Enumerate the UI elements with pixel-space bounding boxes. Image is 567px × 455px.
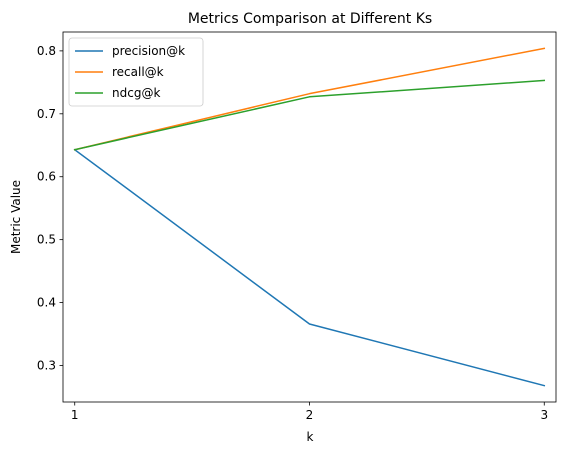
x-tick-label: 3: [540, 408, 548, 422]
x-tick-label: 1: [71, 408, 79, 422]
x-axis-ticks: 1 2 3: [71, 402, 548, 422]
chart-title: Metrics Comparison at Different Ks: [188, 11, 432, 27]
series-line-precision-at-k: [73, 148, 546, 387]
plot-lines: [73, 47, 546, 387]
y-tick-label: 0.3: [37, 359, 56, 373]
y-axis-ticks: 0.3 0.4 0.5 0.6 0.7 0.8: [37, 44, 63, 373]
y-tick-label: 0.7: [37, 107, 56, 121]
x-axis-label: k: [307, 430, 314, 444]
y-tick-label: 0.6: [37, 170, 56, 184]
y-tick-label: 0.4: [37, 296, 56, 310]
legend-label: precision@k: [112, 44, 185, 58]
y-tick-label: 0.5: [37, 233, 56, 247]
x-tick-label: 2: [306, 408, 314, 422]
series-line-recall-at-k: [73, 47, 546, 151]
legend-label: recall@k: [112, 65, 164, 79]
y-axis-label: Metric Value: [9, 180, 23, 254]
legend-frame: [68, 37, 204, 107]
y-tick-label: 0.8: [37, 44, 56, 58]
legend-label: ndcg@k: [112, 86, 160, 100]
legend: precision@k recall@k ndcg@k: [68, 37, 204, 107]
series-line-ndcg-at-k: [73, 79, 546, 151]
